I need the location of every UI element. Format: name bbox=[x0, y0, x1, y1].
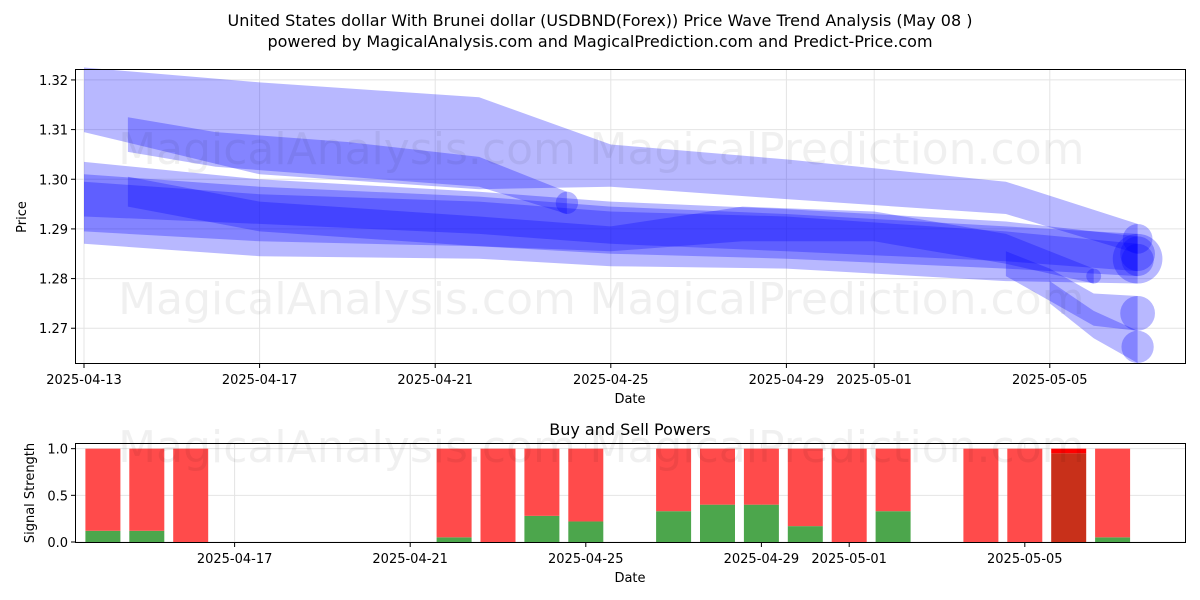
wave-band-7 bbox=[1049, 281, 1138, 363]
price-y-tick-label: 1.30 bbox=[39, 173, 68, 188]
price-panel: MagicalAnalysis.com MagicalPrediction.co… bbox=[15, 67, 1186, 407]
price-y-label: Price bbox=[15, 201, 30, 233]
price-y-tick-label: 1.32 bbox=[39, 74, 68, 89]
sell-bar bbox=[480, 448, 516, 542]
price-y-axis: 1.27 1.28 1.29 1.30 1.31 1.32 bbox=[39, 74, 76, 337]
sell-bar bbox=[831, 448, 867, 542]
price-x-tick-label: 2025-04-29 bbox=[749, 373, 825, 388]
price-y-tick-label: 1.28 bbox=[39, 273, 68, 288]
wave-band-end-5 bbox=[555, 191, 579, 215]
buy-bar bbox=[436, 537, 472, 542]
wave-band-6 bbox=[1005, 251, 1138, 331]
wave-band-5 bbox=[127, 117, 567, 214]
sell-bar bbox=[436, 448, 472, 538]
power-y-label: Signal Strength bbox=[23, 443, 38, 543]
power-x-tick-label: 2025-04-17 bbox=[197, 552, 273, 567]
price-wave-areas bbox=[84, 67, 1163, 363]
buy-bar bbox=[700, 504, 735, 542]
buy-bar bbox=[129, 530, 165, 542]
wave-band-4 bbox=[127, 176, 1094, 284]
sell-bar bbox=[1007, 448, 1043, 542]
watermark-analysis-bottom: MagicalAnalysis.com bbox=[118, 422, 576, 473]
wave-band-3 bbox=[84, 161, 1138, 272]
sell-bar bbox=[173, 448, 209, 542]
sell-bar bbox=[656, 448, 692, 512]
sell-bar bbox=[875, 448, 911, 512]
power-bars bbox=[85, 448, 1131, 542]
buy-bar bbox=[787, 526, 823, 542]
wave-band-0 bbox=[84, 67, 1138, 254]
buy-bar bbox=[524, 515, 560, 542]
sell-bar bbox=[743, 448, 779, 505]
power-plot-frame bbox=[75, 443, 1186, 543]
price-x-tick-label: 2025-05-05 bbox=[1012, 373, 1088, 388]
power-x-label: Date bbox=[614, 571, 645, 586]
price-x-tick-label: 2025-04-25 bbox=[573, 373, 649, 388]
power-x-tick-label: 2025-05-05 bbox=[987, 552, 1063, 567]
price-grid bbox=[76, 70, 1185, 363]
buy-bar bbox=[85, 530, 121, 542]
wave-band-end-0 bbox=[1122, 223, 1153, 254]
sell-bar bbox=[129, 448, 165, 531]
sell-bar bbox=[568, 448, 604, 522]
sell-bar bbox=[85, 448, 121, 531]
wave-band-end-1 bbox=[1112, 233, 1163, 284]
power-y-tick-label: 1.0 bbox=[47, 443, 68, 458]
power-x-tick-label: 2025-05-01 bbox=[811, 552, 887, 567]
wave-band-end-3 bbox=[1120, 236, 1155, 272]
watermark-prediction-top: MagicalPrediction.com bbox=[590, 124, 1085, 175]
price-x-tick-label: 2025-04-13 bbox=[46, 373, 122, 388]
price-y-tick-label: 1.27 bbox=[39, 322, 68, 337]
watermark-prediction-mid: MagicalPrediction.com bbox=[590, 274, 1085, 325]
sell-bar bbox=[1051, 448, 1087, 454]
chart-title: United States dollar With Brunei dollar … bbox=[228, 11, 973, 30]
price-x-tick-label: 2025-05-01 bbox=[836, 373, 912, 388]
power-y-tick-label: 0.5 bbox=[47, 489, 68, 504]
price-y-tick-label: 1.31 bbox=[39, 124, 68, 139]
power-x-axis: 2025-04-17 2025-04-21 2025-04-25 2025-04-29… bbox=[197, 542, 1063, 567]
power-y-axis: 0.0 0.5 1.0 bbox=[47, 443, 76, 551]
wave-band-end-2 bbox=[1121, 243, 1154, 277]
buy-bar bbox=[875, 511, 911, 542]
buy-bar bbox=[743, 504, 779, 542]
wave-band-end-7 bbox=[1121, 330, 1154, 363]
sell-bar bbox=[963, 448, 999, 542]
price-x-label: Date bbox=[614, 392, 645, 407]
price-x-axis: 2025-04-13 2025-04-17 2025-04-21 2025-04-25… bbox=[46, 363, 1088, 388]
price-y-tick-label: 1.29 bbox=[39, 223, 68, 238]
buy-bar bbox=[656, 511, 692, 542]
sell-bar bbox=[1095, 448, 1131, 538]
power-x-tick-label: 2025-04-29 bbox=[724, 552, 800, 567]
wave-band-end-6 bbox=[1120, 295, 1155, 331]
wave-band-1 bbox=[84, 174, 1138, 284]
buy-bar bbox=[1095, 537, 1131, 542]
watermark-analysis-top: MagicalAnalysis.com bbox=[118, 124, 576, 175]
sell-bar bbox=[787, 448, 823, 527]
power-title: Buy and Sell Powers bbox=[549, 420, 711, 439]
sell-bar bbox=[524, 448, 560, 516]
watermark-prediction-bottom: MagicalPrediction.com bbox=[590, 422, 1085, 473]
power-x-tick-label: 2025-04-25 bbox=[548, 552, 624, 567]
power-panel: Buy and Sell Powers MagicalAnalysis.com … bbox=[23, 420, 1186, 586]
price-x-tick-label: 2025-04-21 bbox=[397, 373, 473, 388]
wave-band-2 bbox=[84, 181, 1138, 277]
power-x-tick-label: 2025-04-21 bbox=[372, 552, 448, 567]
buy-bar bbox=[568, 521, 604, 542]
price-plot-frame bbox=[75, 69, 1186, 364]
watermark-analysis-mid: MagicalAnalysis.com bbox=[118, 274, 576, 325]
chart-subtitle: powered by MagicalAnalysis.com and Magic… bbox=[267, 32, 932, 51]
price-x-tick-label: 2025-04-17 bbox=[222, 373, 298, 388]
wave-band-end-4 bbox=[1086, 268, 1102, 284]
sell-bar bbox=[700, 448, 735, 505]
power-y-tick-label: 0.0 bbox=[47, 536, 68, 551]
buy-bar bbox=[1051, 453, 1087, 542]
